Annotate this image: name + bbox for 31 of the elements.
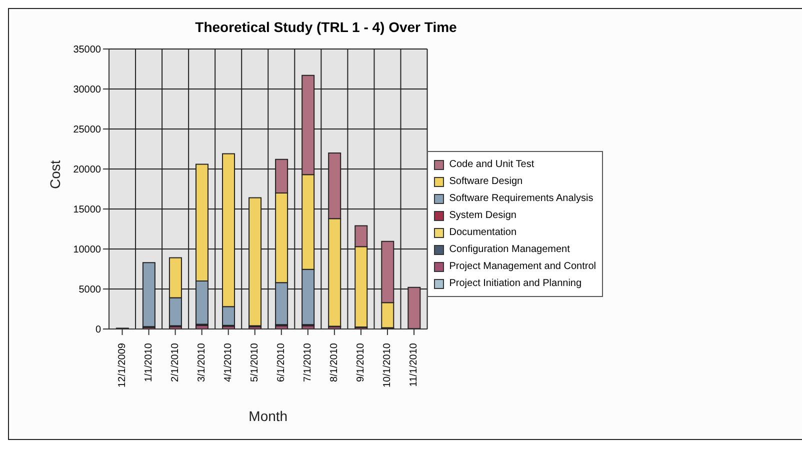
x-tick-label: 8/1/2010 (329, 342, 340, 382)
x-axis-title: Month (248, 408, 288, 424)
y-tick-label: 20000 (73, 164, 102, 176)
y-tick-label: 15000 (73, 204, 102, 216)
legend-label: Configuration Management (449, 244, 570, 255)
x-tick-label: 11/1/2010 (408, 342, 420, 387)
legend-label: System Design (449, 210, 516, 221)
legend-label: Project Initiation and Planning (449, 278, 582, 289)
x-tick-label: 7/1/2010 (302, 342, 314, 382)
x-tick-label: 12/1/2009 (116, 342, 128, 388)
y-axis-title: Cost (46, 160, 63, 189)
y-tick-label: 25000 (73, 124, 102, 136)
y-tick-label: 5000 (78, 284, 102, 296)
legend-label: Documentation (449, 227, 517, 238)
chart-title: Theoretical Study (TRL 1 - 4) Over Time (194, 19, 458, 35)
x-tick-label: 6/1/2010 (276, 342, 288, 382)
y-tick-label: 10000 (73, 244, 102, 256)
x-tick-label: 3/1/2010 (196, 342, 208, 382)
x-tick-label: 10/1/2010 (382, 342, 394, 388)
legend-label: Software Requirements Analysis (449, 193, 594, 204)
y-tick-label: 0 (95, 324, 102, 336)
x-tick-label: 5/1/2010 (250, 342, 261, 382)
legend-label: Software Design (449, 176, 523, 187)
y-tick-label: 35000 (73, 44, 102, 56)
x-tick-label: 4/1/2010 (222, 342, 234, 382)
legend-label: Project Management and Control (449, 261, 596, 272)
y-tick-label: 30000 (73, 84, 102, 96)
x-tick-label: 9/1/2010 (356, 342, 367, 382)
x-tick-label: 2/1/2010 (170, 342, 181, 382)
legend-label: Code and Unit Test (449, 159, 534, 170)
x-tick-label: 1/1/2010 (143, 342, 154, 382)
